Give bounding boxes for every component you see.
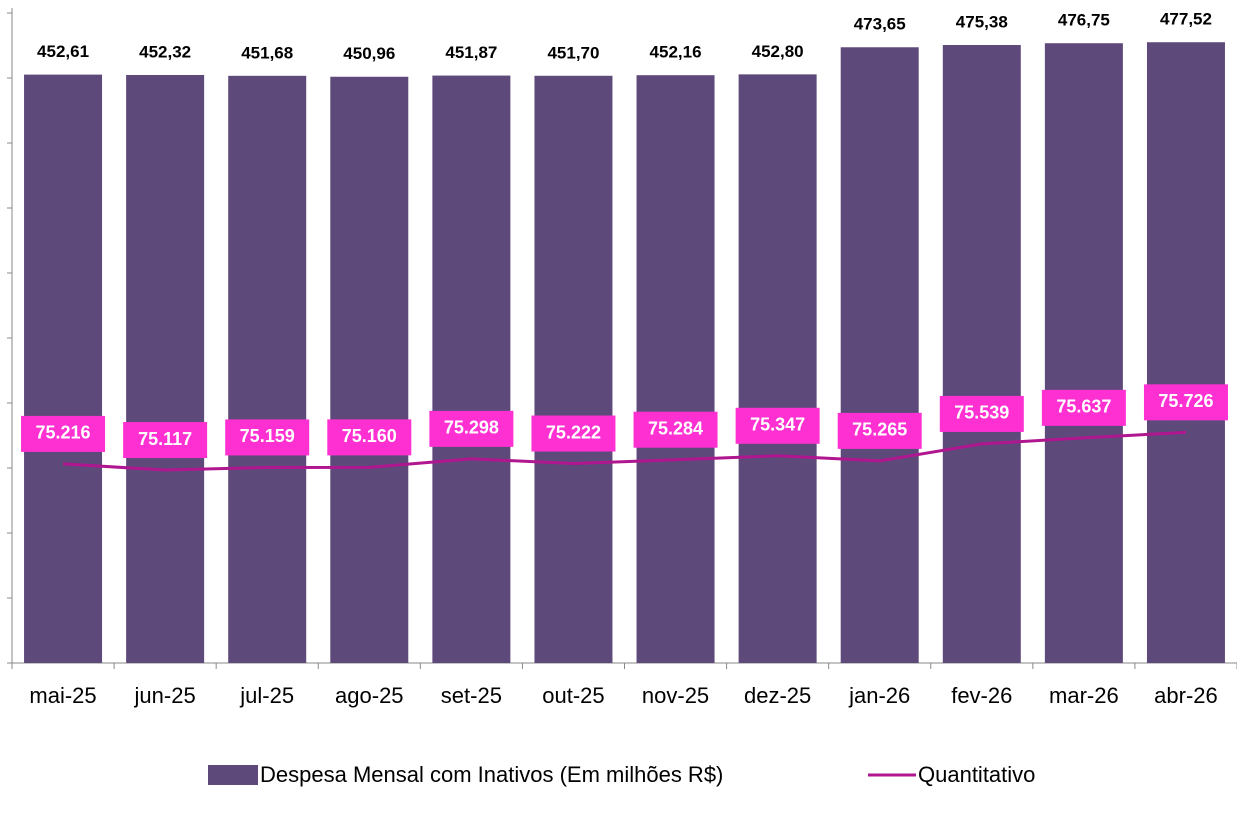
x-tick-label: mai-25 xyxy=(29,683,96,708)
bar-value-label: 473,65 xyxy=(854,15,906,34)
line-label-box xyxy=(531,415,616,452)
legend-swatch xyxy=(208,765,258,785)
line-value-label: 75.160 xyxy=(342,426,397,446)
line-label-box xyxy=(939,395,1024,432)
x-tick-label: abr-26 xyxy=(1154,683,1218,708)
bar xyxy=(228,75,307,664)
line-value-label: 75.159 xyxy=(240,426,295,446)
bar xyxy=(126,74,205,663)
x-tick-label: set-25 xyxy=(441,683,502,708)
line-value-label: 75.298 xyxy=(444,418,499,438)
line-label-box xyxy=(1143,384,1228,421)
x-tick-label: mar-26 xyxy=(1049,683,1119,708)
legend-label: Despesa Mensal com Inativos (Em milhões … xyxy=(260,762,723,787)
line-value-label: 75.347 xyxy=(750,415,805,435)
bar-value-label: 452,16 xyxy=(650,43,702,62)
bar xyxy=(840,47,919,663)
bar xyxy=(534,75,613,664)
bar-value-label: 451,87 xyxy=(445,43,497,62)
bar-value-label: 451,70 xyxy=(547,43,599,62)
line-value-label: 75.637 xyxy=(1056,397,1111,417)
x-tick-label: nov-25 xyxy=(642,683,709,708)
bar-value-label: 450,96 xyxy=(343,44,395,63)
bar-value-label: 452,80 xyxy=(752,42,804,61)
bar xyxy=(1044,43,1123,664)
line-value-label: 75.539 xyxy=(954,403,1009,423)
line-value-label: 75.117 xyxy=(138,429,192,449)
line-label-box xyxy=(735,407,820,444)
x-tick-label: out-25 xyxy=(542,683,604,708)
line-label-box xyxy=(429,410,514,447)
line-value-label: 75.726 xyxy=(1158,391,1213,411)
line-label-box xyxy=(837,412,922,449)
line-label-box xyxy=(633,411,718,448)
line-label-box xyxy=(123,422,208,459)
bar-value-label: 475,38 xyxy=(956,12,1008,31)
line-value-label: 75.222 xyxy=(546,422,601,442)
x-tick-label: jul-25 xyxy=(239,683,294,708)
bar xyxy=(1146,42,1225,663)
x-tick-label: jun-25 xyxy=(134,683,196,708)
x-tick-label: fev-26 xyxy=(951,683,1012,708)
bar-value-label: 451,68 xyxy=(241,43,293,62)
bar xyxy=(636,75,715,663)
x-tick-label: dez-25 xyxy=(744,683,811,708)
x-tick-label: ago-25 xyxy=(335,683,404,708)
bar xyxy=(330,76,409,663)
bar-value-label: 452,61 xyxy=(37,42,89,61)
line-label-box xyxy=(225,419,310,456)
bar xyxy=(432,75,511,664)
bar xyxy=(738,74,817,664)
line-label-box xyxy=(327,419,412,456)
line xyxy=(62,430,1187,472)
bar-value-label: 476,75 xyxy=(1058,11,1110,30)
x-tick-label: jan-26 xyxy=(848,683,910,708)
legend-label: Quantitativo xyxy=(918,762,1035,787)
line-value-label: 75.265 xyxy=(852,420,907,440)
line-label-box xyxy=(21,415,106,452)
bar xyxy=(942,45,1021,664)
line-value-label: 75.216 xyxy=(36,423,91,443)
bar xyxy=(24,74,103,664)
line-value-label: 75.284 xyxy=(648,418,703,438)
line-label-box xyxy=(1041,389,1126,426)
bar-value-label: 452,32 xyxy=(139,42,191,61)
bar-value-label: 477,52 xyxy=(1160,10,1212,29)
